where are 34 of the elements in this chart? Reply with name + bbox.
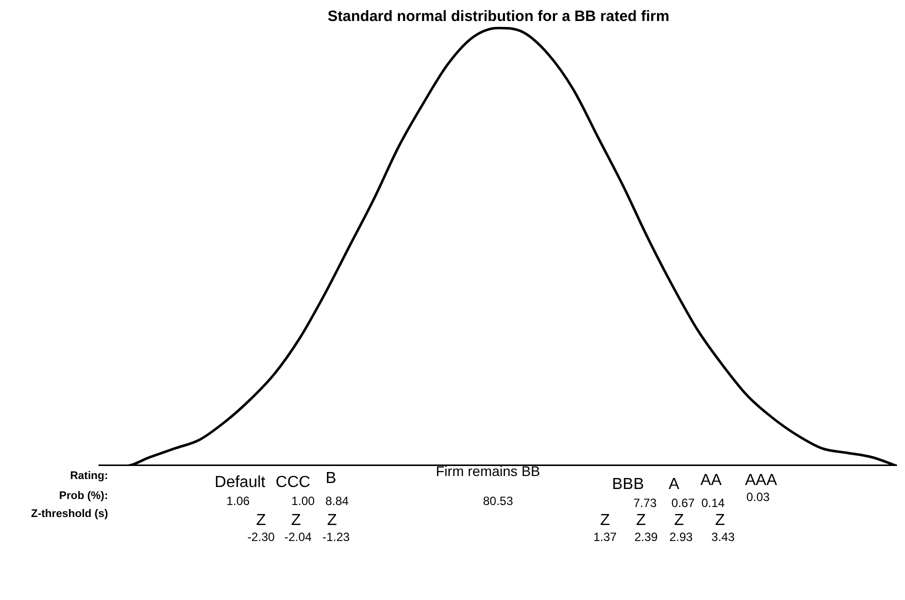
text: 1.00: [291, 494, 315, 508]
text: -2.30: [247, 530, 275, 544]
annotation: Firm remains BB: [436, 463, 540, 479]
text: Z: [636, 512, 646, 530]
text: Z: [715, 512, 725, 530]
text: 8.84: [325, 494, 349, 508]
text: Z: [291, 512, 301, 530]
text: Prob (%):: [59, 490, 108, 502]
text: 2.39: [634, 530, 658, 544]
text: 3.43: [711, 530, 735, 544]
text: 1.37: [593, 530, 617, 544]
text: CCC: [276, 474, 310, 492]
text: BBB: [612, 476, 644, 494]
text: -1.23: [322, 530, 350, 544]
text: Default: [214, 474, 266, 492]
text: AAA: [744, 472, 778, 490]
text: Z: [674, 512, 684, 530]
text: 0.03: [746, 490, 770, 504]
text: 80.53: [482, 494, 514, 508]
text: Z-threshold (s): [31, 508, 108, 520]
text: A: [668, 476, 680, 494]
text: Z: [256, 512, 266, 530]
text: 1.06: [226, 494, 250, 508]
text: Rating:: [70, 470, 108, 482]
chart-title: Standard normal distribution for a BB rated firm: [328, 8, 670, 26]
text: 7.73: [633, 496, 657, 510]
text: B: [326, 470, 336, 488]
text: -2.04: [284, 530, 312, 544]
text: 0.67: [671, 496, 695, 510]
text: Z: [600, 512, 610, 530]
text: 2.93: [669, 530, 693, 544]
text: Z: [327, 512, 337, 530]
text: 0.14: [701, 496, 725, 510]
text: AA: [700, 472, 722, 490]
